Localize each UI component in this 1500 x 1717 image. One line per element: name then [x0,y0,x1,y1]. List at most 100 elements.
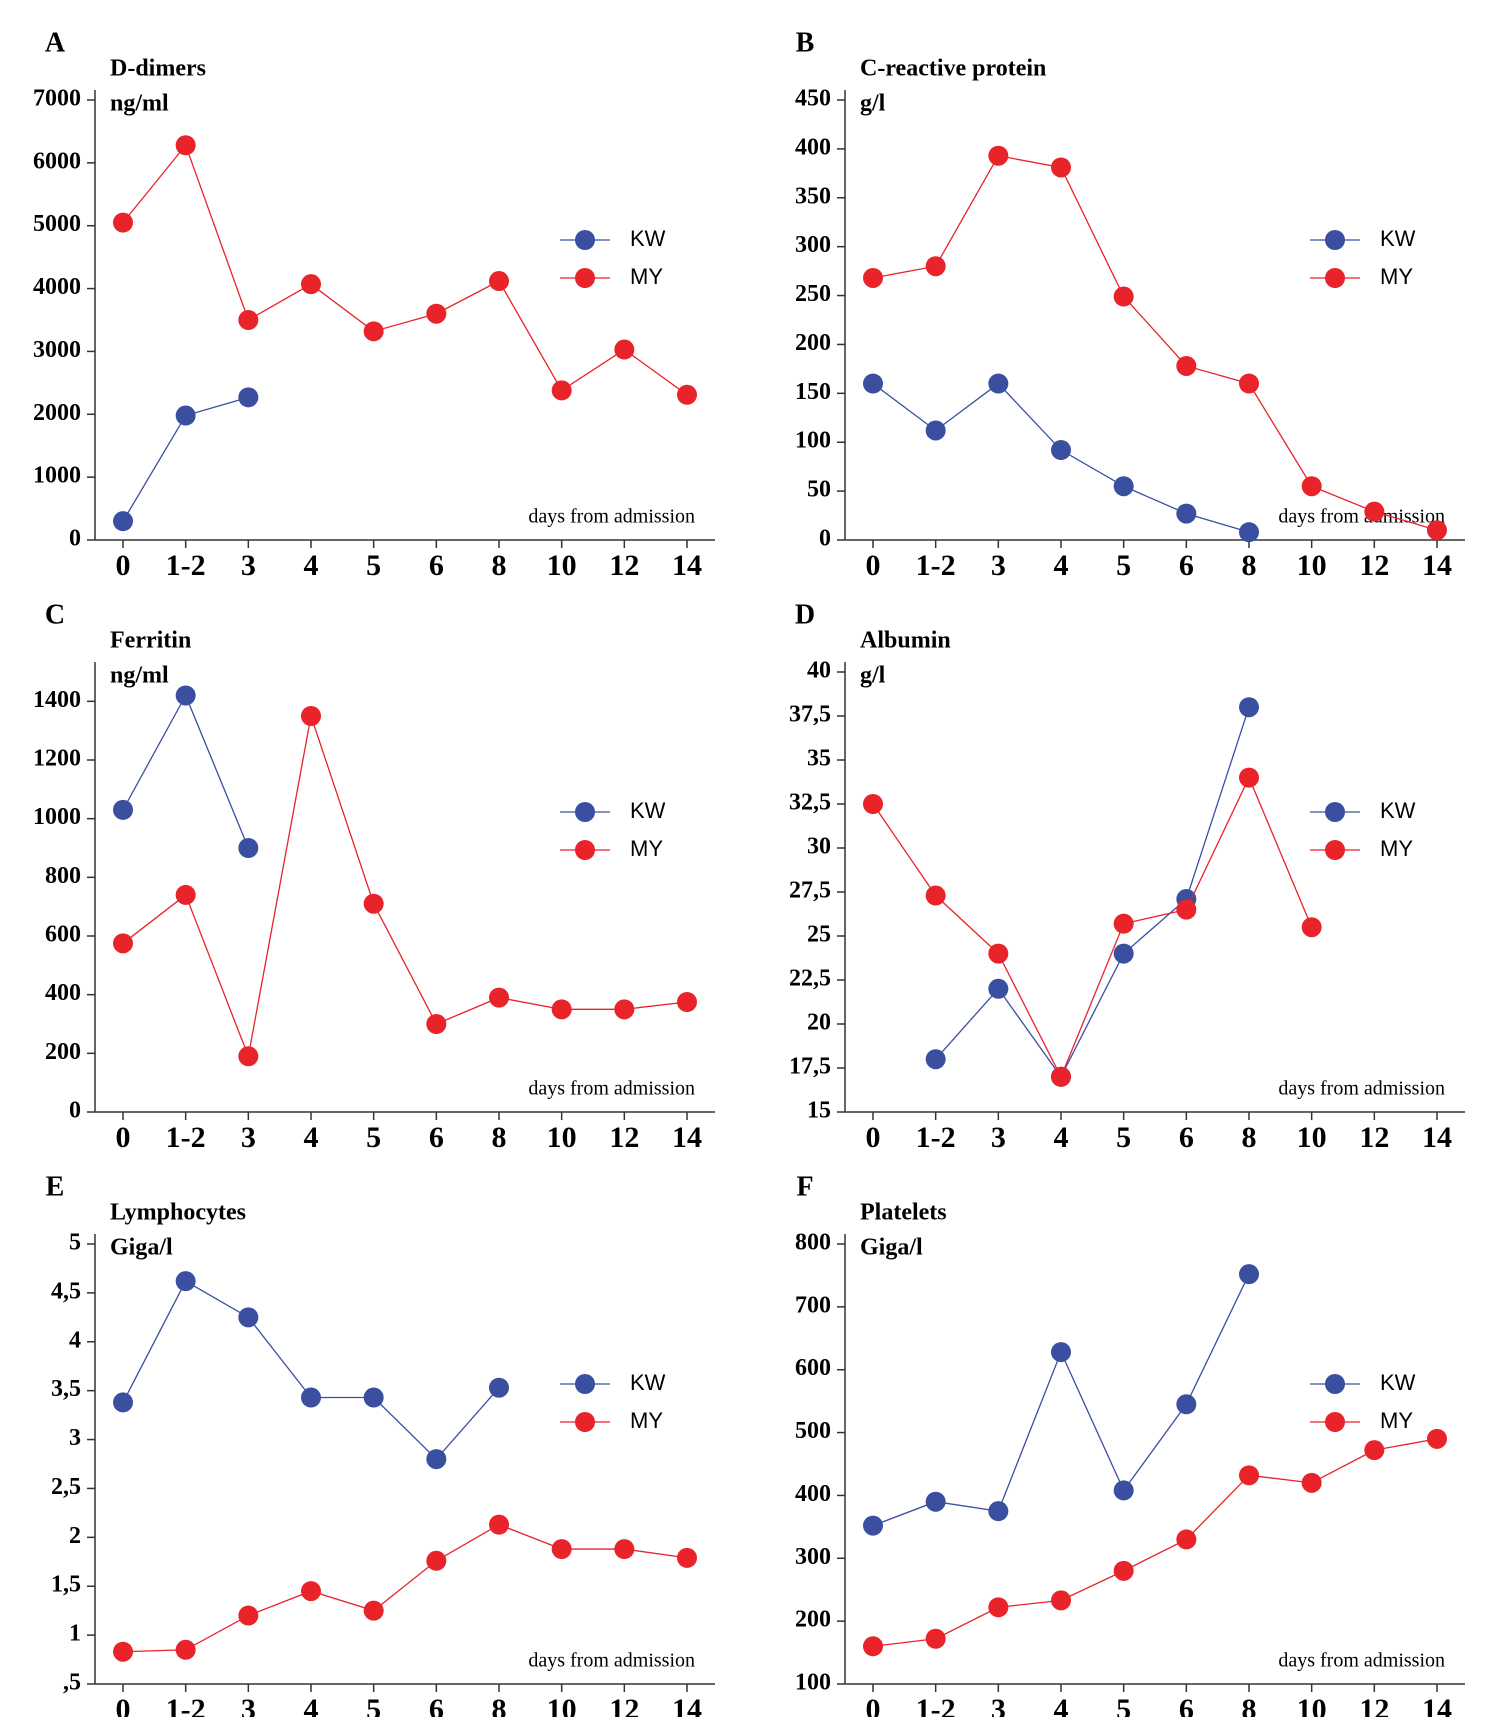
chart-subtitle: ng/ml [110,91,169,117]
legend-marker [1325,268,1345,288]
legend-marker [575,840,595,860]
y-tick-label: 1400 [33,687,81,713]
x-tick-label: 0 [866,1121,881,1154]
data-point [113,933,133,954]
x-axis-label: days from admission [1278,506,1445,528]
x-tick-label: 6 [429,1121,444,1154]
data-point [1113,1560,1134,1581]
x-tick-label: 12 [1359,1693,1389,1717]
x-tick-label: 10 [1297,1693,1327,1717]
y-tick-label: 4 [69,1327,81,1353]
series-line [122,693,249,849]
data-point [925,1491,946,1512]
data-point [1427,1428,1447,1449]
y-tick-label: 32,5 [789,790,831,816]
data-point [238,310,259,330]
x-axis-label: days from admission [528,506,695,528]
data-point [863,1636,883,1657]
x-tick-label: 12 [609,1693,639,1717]
data-point [1364,1440,1385,1461]
legend-label: MY [630,836,663,861]
legend-label: MY [1380,836,1413,861]
x-tick-label: 1-2 [166,1693,206,1717]
data-point [1239,1465,1259,1486]
y-tick-label: 500 [795,1418,831,1444]
x-tick-label: 3 [991,1693,1006,1717]
y-tick-label: 2,5 [51,1474,81,1500]
y-tick-label: 150 [795,379,831,405]
data-point [1113,913,1134,934]
x-tick-label: 1-2 [916,1121,956,1154]
data-point [1239,697,1259,718]
chart-subtitle: g/l [860,663,886,689]
data-point [113,511,133,532]
series-line [872,776,1313,1079]
y-tick-label: 3 [69,1425,81,1451]
data-point [238,1605,259,1626]
legend-marker [575,1374,595,1394]
data-point [426,1014,447,1034]
x-tick-label: 5 [1116,1121,1131,1154]
data-point [489,1377,509,1398]
data-point [238,387,259,408]
y-tick-label: 0 [69,1098,81,1124]
x-tick-label: 4 [304,1693,319,1717]
y-tick-label: 200 [795,1607,831,1633]
y-tick-label: 35 [807,746,831,772]
data-point [363,1600,384,1621]
x-tick-label: 4 [1054,1121,1069,1154]
y-tick-label: 30 [807,834,831,860]
data-point [925,420,946,441]
x-tick-label: 3 [991,549,1006,582]
data-point [1051,440,1071,461]
y-tick-label: 300 [795,232,831,258]
y-tick-label: 600 [45,922,81,948]
y-tick-label: 100 [795,428,831,454]
x-tick-label: 5 [366,549,381,582]
x-tick-label: 12 [609,1121,639,1154]
data-point [363,1387,384,1408]
data-point [1176,503,1197,524]
x-tick-label: 8 [1242,1121,1257,1154]
panel-label: A [45,27,66,58]
x-tick-label: 14 [672,1693,702,1717]
x-axis-label: days from admission [1278,1078,1445,1100]
y-tick-label: 350 [795,183,831,209]
panel-label: D [795,599,815,630]
legend-marker [1325,230,1345,250]
series-line [122,1523,688,1653]
data-point [551,1539,572,1560]
panel-label: B [796,27,815,58]
x-tick-label: 6 [1179,1121,1194,1154]
y-tick-label: 600 [795,1355,831,1381]
legend-label: KW [1380,1370,1416,1395]
y-tick-label: 5 [69,1230,81,1256]
y-tick-label: 2 [69,1523,81,1549]
legend-marker [1325,1374,1345,1394]
x-tick-label: 6 [1179,549,1194,582]
x-tick-label: 12 [609,549,639,582]
data-point [863,794,883,814]
x-tick-label: 3 [241,1693,256,1717]
chart-title: Platelets [860,1200,947,1226]
chart-title: Albumin [860,628,951,654]
data-point [925,885,946,906]
data-point [1176,1394,1197,1415]
x-tick-label: 4 [1054,549,1069,582]
y-tick-label: 3000 [33,337,81,363]
x-tick-label: 14 [1422,1693,1452,1717]
chart-title: C-reactive protein [860,56,1046,82]
x-tick-label: 4 [304,1121,319,1154]
data-point [1113,286,1134,307]
x-tick-label: 6 [429,1693,444,1717]
x-tick-label: 1-2 [166,1121,206,1154]
data-point [1427,520,1447,541]
x-tick-label: 1-2 [916,549,956,582]
chart-title: Ferritin [110,628,191,654]
data-point [1301,917,1322,938]
data-point [426,303,447,324]
panel-label: E [46,1171,65,1202]
chart-title: Lymphocytes [110,1200,246,1226]
legend-marker [1325,840,1345,860]
data-point [113,1641,133,1662]
